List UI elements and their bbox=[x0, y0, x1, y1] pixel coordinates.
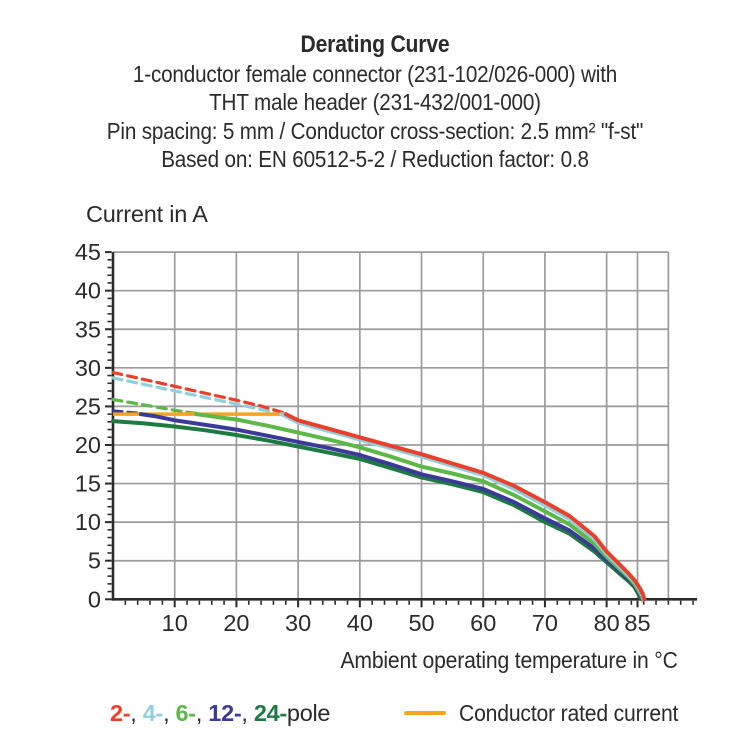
legend-item-24-pole: 24- bbox=[253, 700, 287, 726]
subtitle-line-4: Based on: EN 60512-5-2 / Reduction facto… bbox=[161, 146, 589, 173]
legend-rated-current: Conductor rated current bbox=[404, 700, 703, 727]
y-tick-label-15: 15 bbox=[75, 471, 101, 497]
x-tick-label-50: 50 bbox=[408, 610, 434, 636]
curve-6-pole-dashed bbox=[111, 397, 198, 415]
y-tick-label-40: 40 bbox=[75, 278, 101, 304]
legend-pole-suffix: pole bbox=[286, 700, 331, 726]
subtitle-line-3: Pin spacing: 5 mm / Conductor cross-sect… bbox=[106, 117, 644, 144]
curve-6-pole-solid bbox=[194, 412, 646, 602]
x-tick-label-10: 10 bbox=[162, 610, 188, 636]
x-axis-label: Ambient operating temperature in °C bbox=[340, 647, 678, 673]
y-tick-label-5: 5 bbox=[88, 548, 101, 574]
legend-separator: , bbox=[130, 700, 143, 726]
x-tick-label-80: 80 bbox=[594, 610, 620, 636]
legend-item-2-pole: 2- bbox=[110, 700, 131, 726]
curve-2-pole-solid bbox=[283, 412, 647, 602]
subtitle-line-1: 1-conductor female connector (231-102/02… bbox=[132, 60, 618, 87]
y-tick-label-35: 35 bbox=[75, 316, 101, 342]
curve-12-pole-solid bbox=[138, 412, 645, 602]
x-tick-label-20: 20 bbox=[223, 610, 249, 636]
chart-title-block: Derating Curve 1-conductor female connec… bbox=[45, 31, 705, 174]
y-tick-label-25: 25 bbox=[75, 393, 101, 419]
legend-item-6-pole: 6- bbox=[175, 700, 197, 726]
subtitle-line-2: THT male header (231-432/001-000) bbox=[209, 89, 541, 116]
curve-4-pole-dashed bbox=[111, 376, 284, 415]
y-tick-label-0: 0 bbox=[88, 586, 101, 612]
page-title: Derating Curve bbox=[300, 31, 450, 58]
curve-2-pole-dashed bbox=[111, 370, 288, 415]
y-tick-label-10: 10 bbox=[75, 509, 101, 535]
y-axis-label: Current in A bbox=[86, 201, 208, 227]
x-tick-label-30: 30 bbox=[285, 610, 311, 636]
x-tick-label-60: 60 bbox=[470, 610, 496, 636]
x-tick-label-85: 85 bbox=[624, 610, 650, 636]
y-tick-label-45: 45 bbox=[75, 239, 101, 265]
legend-item-12-pole: 12- bbox=[208, 700, 242, 726]
y-tick-label-20: 20 bbox=[75, 432, 101, 458]
rated-current-line-swatch bbox=[404, 710, 446, 716]
legend-separator: , bbox=[163, 700, 176, 726]
rated-current-label: Conductor rated current bbox=[459, 700, 679, 726]
x-tick-label-70: 70 bbox=[532, 610, 558, 636]
legend-pole-counts: 2-, 4-, 6-, 12-, 24-pole bbox=[110, 700, 330, 727]
legend-separator: , bbox=[241, 700, 254, 726]
y-tick-label-30: 30 bbox=[75, 355, 101, 381]
x-tick-label-40: 40 bbox=[347, 610, 373, 636]
legend-item-4-pole: 4- bbox=[142, 700, 164, 726]
legend-separator: , bbox=[195, 700, 209, 726]
